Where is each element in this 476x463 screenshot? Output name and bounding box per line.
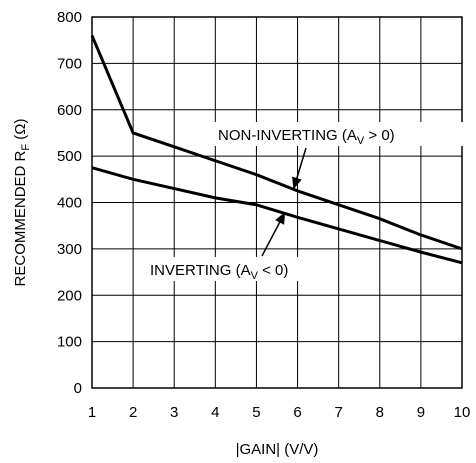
y-axis-title-subscript: F xyxy=(20,144,32,151)
inverting-annotation: INVERTING (AV < 0) xyxy=(144,211,330,282)
inverting-label-prefix: INVERTING (A xyxy=(150,262,251,279)
x-tick-label: 5 xyxy=(252,404,260,421)
x-tick-label: 4 xyxy=(211,404,219,421)
y-tick-label: 700 xyxy=(57,55,82,72)
inverting-label-subscript: V xyxy=(251,270,259,282)
non-inverting-arrow-shaft xyxy=(296,147,307,179)
x-tick-label: 7 xyxy=(334,404,342,421)
y-axis-title: RECOMMENDED RF (Ω) xyxy=(12,119,32,287)
non-inverting-label: NON-INVERTING (AV > 0) xyxy=(218,127,395,147)
plot-frame xyxy=(91,16,463,389)
x-tick-label: 1 xyxy=(88,404,96,421)
inverting-label-suffix: < 0) xyxy=(258,262,288,279)
y-axis-title-suffix: (Ω) xyxy=(12,119,29,144)
non-inverting-label-suffix: > 0) xyxy=(364,127,394,144)
inverting-arrow-shaft xyxy=(261,222,281,257)
non-inverting-series-line xyxy=(90,34,463,251)
y-tick-label: 600 xyxy=(57,102,82,119)
x-tick-label: 9 xyxy=(417,404,425,421)
x-tick-label: 6 xyxy=(293,404,301,421)
inverting-arrow-head xyxy=(275,211,286,225)
y-tick-label: 800 xyxy=(57,9,82,26)
x-tick-label: 3 xyxy=(170,404,178,421)
inverting-label-background xyxy=(144,257,330,281)
y-tick-label: 500 xyxy=(57,148,82,165)
non-inverting-label-background xyxy=(212,122,464,146)
grid xyxy=(92,17,462,388)
non-inverting-label-subscript: V xyxy=(357,135,365,147)
y-tick-labels: 0 100 200 300 400 500 600 700 800 xyxy=(57,9,82,397)
x-tick-label: 10 xyxy=(454,404,471,421)
x-tick-label: 2 xyxy=(129,404,137,421)
y-tick-label: 300 xyxy=(57,241,82,258)
y-tick-label: 0 xyxy=(74,380,82,397)
inverting-series-line xyxy=(91,166,463,265)
y-tick-label: 100 xyxy=(57,334,82,351)
non-inverting-annotation: NON-INVERTING (AV > 0) xyxy=(212,122,464,190)
x-tick-label: 8 xyxy=(376,404,384,421)
x-tick-labels: 1 2 3 4 5 6 7 8 9 10 xyxy=(88,404,471,421)
y-tick-label: 200 xyxy=(57,287,82,304)
inverting-label: INVERTING (AV < 0) xyxy=(150,262,288,282)
x-axis-title: |GAIN| (V/V) xyxy=(236,441,319,458)
y-axis-title-prefix: RECOMMENDED R xyxy=(12,150,29,286)
non-inverting-arrow-head xyxy=(292,176,302,190)
non-inverting-label-prefix: NON-INVERTING (A xyxy=(218,127,357,144)
y-tick-label: 400 xyxy=(57,195,82,212)
